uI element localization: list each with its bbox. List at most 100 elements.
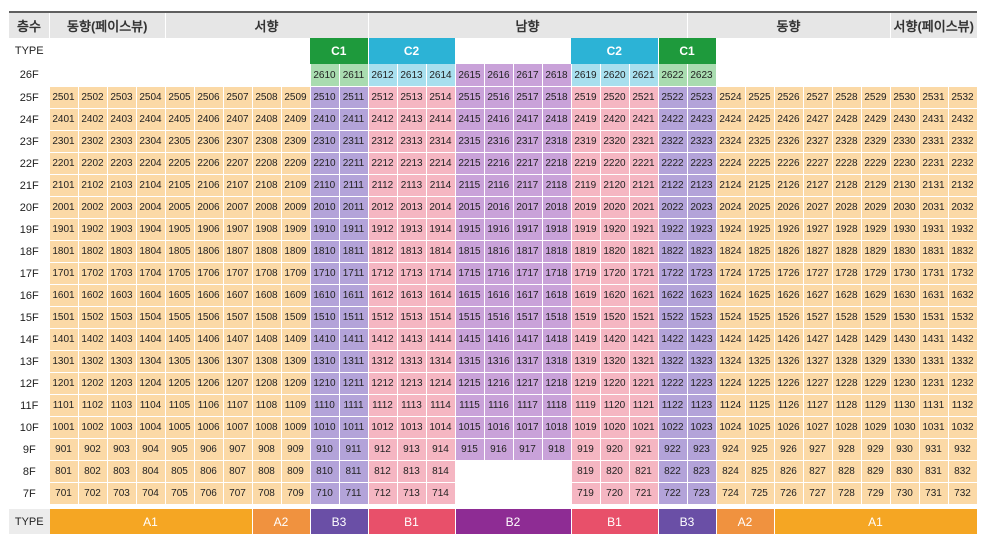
unit-cell: 827 (803, 460, 833, 483)
unit-cell: 1318 (542, 350, 572, 373)
unit-cell: 1322 (658, 350, 688, 373)
unit-cell: 1824 (716, 240, 746, 263)
unit-cell: 1929 (861, 218, 891, 241)
unit-cell: 2506 (194, 86, 224, 109)
unit-cell: 1004 (136, 416, 166, 439)
unit-cell: 2511 (339, 86, 369, 109)
unit-cell: 2316 (484, 130, 514, 153)
unit-cell: 1118 (542, 394, 572, 417)
unit-cell: 1430 (890, 328, 920, 351)
unit-cell: 2505 (165, 86, 195, 109)
unit-cell: 2528 (832, 86, 862, 109)
unit-cell: 2021 (629, 196, 659, 219)
unit-cell: 1302 (78, 350, 108, 373)
unit-cell: 1513 (397, 306, 427, 329)
unit-cell: 1610 (310, 284, 340, 307)
unit-cell: 1403 (107, 328, 137, 351)
unit-cell: 1308 (252, 350, 282, 373)
empty-unit (803, 64, 833, 87)
unit-cell: 1707 (223, 262, 253, 285)
unit-cell: 828 (832, 460, 862, 483)
unit-cell: 1411 (339, 328, 369, 351)
unit-cell: 2202 (78, 152, 108, 175)
unit-cell: 1703 (107, 262, 137, 285)
unit-cell: 1120 (600, 394, 630, 417)
unit-cell: 1715 (455, 262, 485, 285)
unit-cell: 2211 (339, 152, 369, 175)
floor-label: 8F (9, 460, 50, 483)
unit-cell: 1908 (252, 218, 282, 241)
unit-cell: 1903 (107, 218, 137, 241)
unit-cell: 1726 (774, 262, 804, 285)
floor-row: 20F 2001 2002 2003 2004 2005 2006 2007 2008 2009 2… (9, 196, 978, 219)
unit-cell: 1806 (194, 240, 224, 263)
unit-cell: 2106 (194, 174, 224, 197)
unit-cell: 2107 (223, 174, 253, 197)
floor-row: 24F 2401 2402 2403 2404 2405 2406 2407 2408 2409 2… (9, 108, 978, 131)
floor-label: 18F (9, 240, 50, 263)
unit-cell: 1424 (716, 328, 746, 351)
unit-cell: 1617 (513, 284, 543, 307)
unit-cell: 1225 (745, 372, 775, 395)
unit-cell: 2617 (513, 64, 543, 87)
unit-cell: 813 (397, 460, 427, 483)
unit-cell: 826 (774, 460, 804, 483)
empty-unit (107, 64, 137, 87)
unit-cell: 1029 (861, 416, 891, 439)
unit-cell: 1429 (861, 328, 891, 351)
unit-cell: 1614 (426, 284, 456, 307)
unit-cell: 1017 (513, 416, 543, 439)
unit-cell: 2329 (861, 130, 891, 153)
unit-cell: 1327 (803, 350, 833, 373)
unit-cell: 1320 (600, 350, 630, 373)
empty-unit (484, 460, 514, 483)
unit-cell: 1601 (49, 284, 79, 307)
unit-cell: 1331 (919, 350, 949, 373)
unit-cell: 727 (803, 482, 833, 505)
unit-cell: 1315 (455, 350, 485, 373)
unit-cell: 2020 (600, 196, 630, 219)
unit-cell: 1510 (310, 306, 340, 329)
unit-cell: 2305 (165, 130, 195, 153)
unit-cell: 2325 (745, 130, 775, 153)
unit-cell: 1721 (629, 262, 659, 285)
unit-cell: 2207 (223, 152, 253, 175)
unit-cell: 2113 (397, 174, 427, 197)
unit-cell: 2217 (513, 152, 543, 175)
unit-cell: 706 (194, 482, 224, 505)
unit-cell: 2404 (136, 108, 166, 131)
unit-cell: 1607 (223, 284, 253, 307)
empty-unit (948, 64, 978, 87)
unit-cell: 2228 (832, 152, 862, 175)
unit-cell: 1422 (658, 328, 688, 351)
unit-cell: 2118 (542, 174, 572, 197)
unit-cell: 1718 (542, 262, 572, 285)
unit-cell: 1506 (194, 306, 224, 329)
unit-cell: 714 (426, 482, 456, 505)
unit-cell: 2122 (658, 174, 688, 197)
unit-cell: 2018 (542, 196, 572, 219)
floor-row: 11F 1101 1102 1103 1104 1105 1106 1107 1108 1109 1… (9, 394, 978, 417)
unit-cell: 2215 (455, 152, 485, 175)
unit-cell: 728 (832, 482, 862, 505)
unit-cell: 2319 (571, 130, 601, 153)
unit-cell: 2525 (745, 86, 775, 109)
unit-cell: 1619 (571, 284, 601, 307)
unit-cell: 918 (542, 438, 572, 461)
unit-cell: 2221 (629, 152, 659, 175)
unit-cell: 2422 (658, 108, 688, 131)
unit-cell: 2127 (803, 174, 833, 197)
unit-cell: 2229 (861, 152, 891, 175)
unit-cell: 1613 (397, 284, 427, 307)
unit-cell: 2321 (629, 130, 659, 153)
empty-unit (49, 64, 79, 87)
empty-unit (774, 64, 804, 87)
unit-cell: 1916 (484, 218, 514, 241)
unit-cell: 1704 (136, 262, 166, 285)
unit-cell: 2527 (803, 86, 833, 109)
unit-cell: 911 (339, 438, 369, 461)
unit-cell: 2010 (310, 196, 340, 219)
unit-cell: 2203 (107, 152, 137, 175)
floor-row: 19F 1901 1902 1903 1904 1905 1906 1907 1908 1909 1… (9, 218, 978, 241)
unit-cell: 1311 (339, 350, 369, 373)
